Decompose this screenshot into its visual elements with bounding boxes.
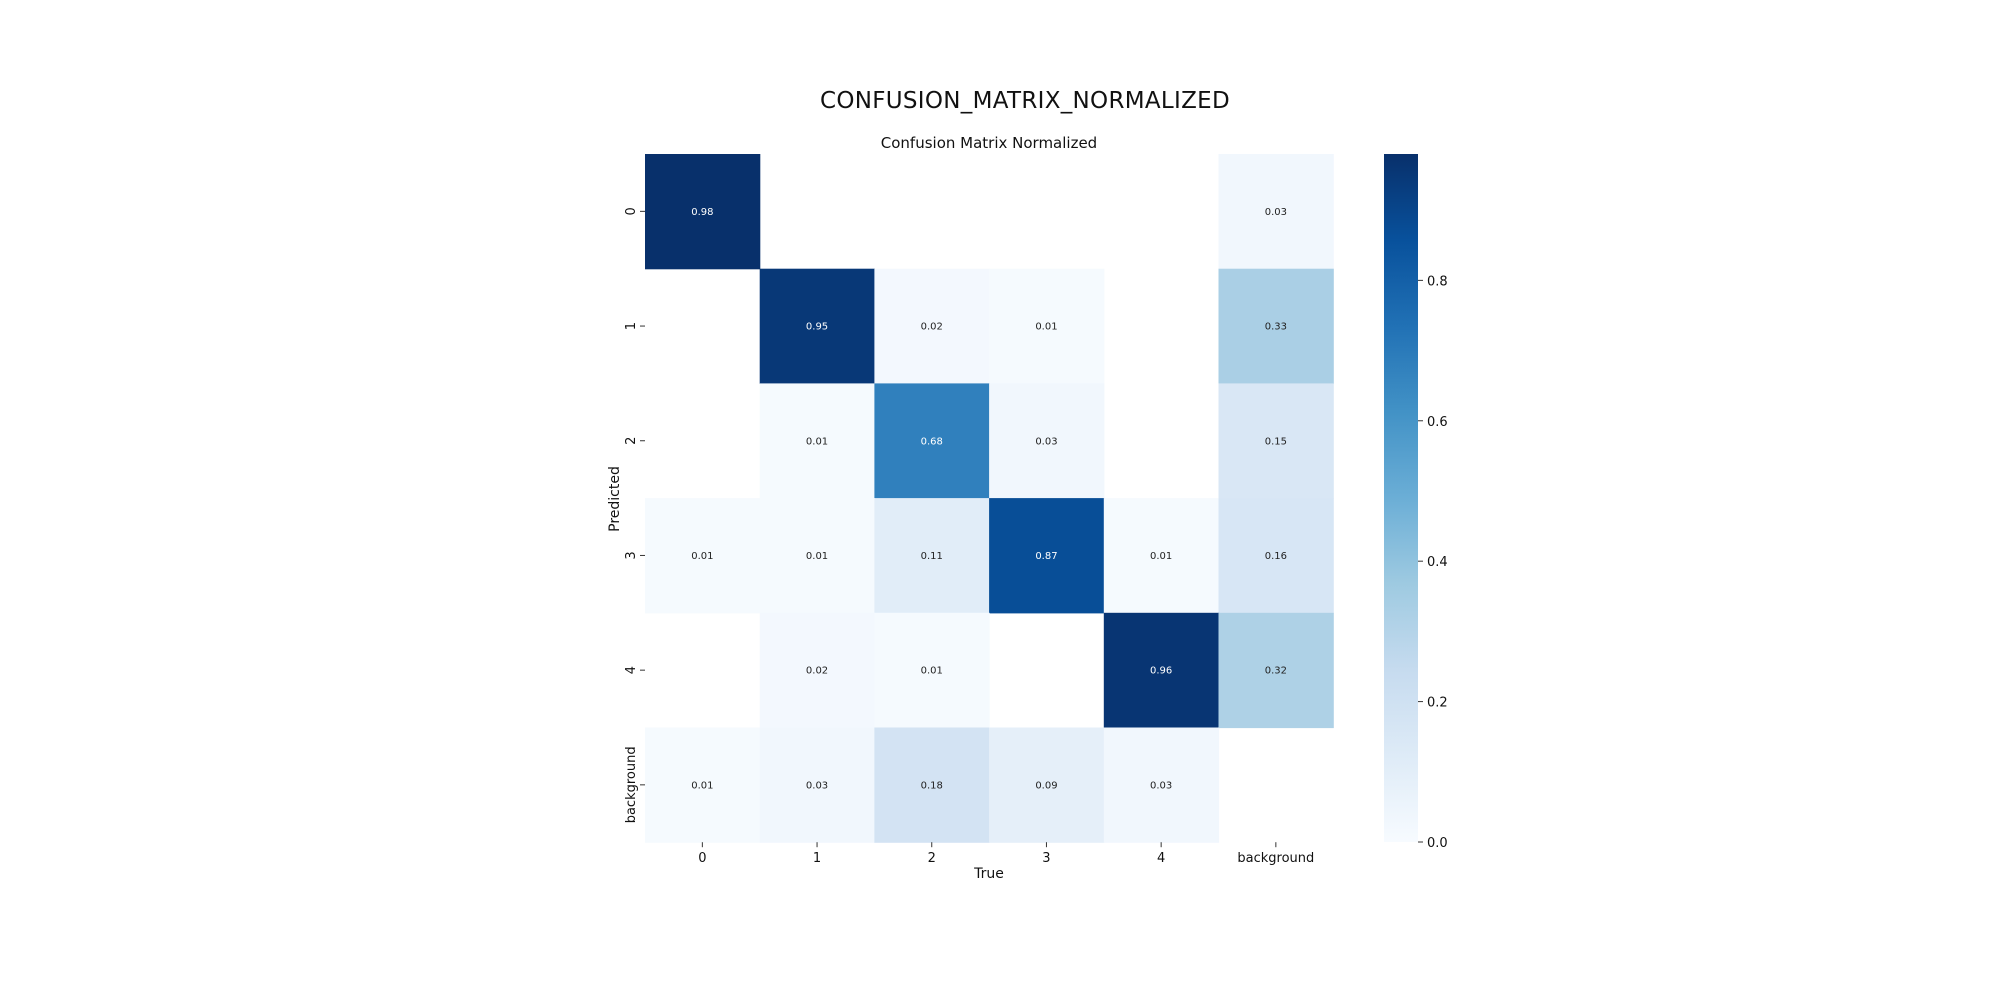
cell-value-label: 0.98 xyxy=(691,207,713,218)
heatmap-cell xyxy=(759,383,875,499)
x-tick-label: 0 xyxy=(698,851,706,866)
x-tick-label: background xyxy=(1237,851,1314,866)
y-tick-label: 4 xyxy=(624,666,639,674)
x-axis-label: True xyxy=(973,866,1004,882)
heatmap-cell xyxy=(989,498,1105,614)
cell-value-label: 0.01 xyxy=(691,780,713,791)
colorbar-ticks: 0.0 0.2 0.4 0.6 0.8 xyxy=(1418,274,1448,851)
y-tick-label: 3 xyxy=(624,551,639,559)
cell-value-label: 0.09 xyxy=(1035,780,1057,791)
heatmap-cell xyxy=(1103,612,1220,729)
cell-value-label: 0.01 xyxy=(691,551,713,562)
colorbar xyxy=(1384,154,1418,842)
cell-value-label: 0.33 xyxy=(1265,322,1287,333)
cell-value-label: 0.87 xyxy=(1035,551,1057,562)
heatmap-cell xyxy=(874,727,990,843)
y-tick-label: 2 xyxy=(624,437,639,445)
heatmap-cell xyxy=(1103,727,1220,843)
colorbar-tick-label: 0.8 xyxy=(1427,274,1448,289)
y-tick-label: background xyxy=(624,746,639,823)
heatmap-cell xyxy=(989,727,1105,843)
cell-value-label: 0.03 xyxy=(1265,207,1287,218)
colorbar-tick-label: 0.4 xyxy=(1427,555,1448,570)
colorbar-tick-label: 0.0 xyxy=(1427,836,1448,851)
y-tick-label: 1 xyxy=(624,322,639,330)
y-axis-label: Predicted xyxy=(607,466,623,532)
heatmap-cell xyxy=(1218,268,1334,384)
colorbar-tick-label: 0.6 xyxy=(1427,415,1448,430)
heatmap-cell xyxy=(645,154,761,270)
heatmap-cell xyxy=(645,498,761,614)
cell-value-label: 0.95 xyxy=(806,322,828,333)
heatmap-cell xyxy=(759,727,875,843)
page-title: CONFUSION_MATRIX_NORMALIZED xyxy=(819,88,1231,114)
cell-value-label: 0.01 xyxy=(806,436,828,447)
heatmap-cell xyxy=(874,612,990,729)
heatmap-cell xyxy=(874,498,990,614)
x-axis-ticks: 0 1 2 3 4 background xyxy=(698,842,1314,866)
heatmap-cell xyxy=(759,268,875,384)
heatmap-cell xyxy=(1103,498,1220,614)
cell-value-label: 0.32 xyxy=(1265,666,1287,677)
x-tick-label: 4 xyxy=(1157,851,1165,866)
cell-value-label: 0.03 xyxy=(1035,436,1057,447)
colorbar-tick-label: 0.2 xyxy=(1427,696,1448,711)
heatmap-cell xyxy=(645,727,761,843)
heatmap-cell xyxy=(989,383,1105,499)
x-tick-label: 1 xyxy=(813,851,821,866)
heatmap-cell xyxy=(989,268,1105,384)
y-tick-label: 0 xyxy=(624,207,639,215)
cell-value-label: 0.02 xyxy=(921,322,943,333)
cell-value-label: 0.01 xyxy=(921,666,943,677)
heatmap-cells: 0.98 0.03 0.95 0.02 0.01 0.33 0.01 0.68 0.03 0.15… xyxy=(645,154,1334,843)
cell-value-label: 0.11 xyxy=(921,551,943,562)
heatmap-cell xyxy=(874,383,990,499)
heatmap-cell xyxy=(874,268,990,384)
cell-value-label: 0.01 xyxy=(1035,322,1057,333)
heatmap-cell xyxy=(759,498,875,614)
cell-value-label: 0.15 xyxy=(1265,436,1287,447)
cell-value-label: 0.01 xyxy=(806,551,828,562)
cell-value-label: 0.68 xyxy=(921,436,943,447)
x-tick-label: 3 xyxy=(1042,851,1050,866)
x-tick-label: 2 xyxy=(928,851,936,866)
heatmap-cell xyxy=(1218,612,1334,729)
chart-title: Confusion Matrix Normalized xyxy=(881,134,1097,152)
cell-value-label: 0.03 xyxy=(1150,780,1172,791)
cell-value-label: 0.01 xyxy=(1150,551,1172,562)
cell-value-label: 0.18 xyxy=(921,780,943,791)
cell-value-label: 0.02 xyxy=(806,666,828,677)
heatmap-cell xyxy=(1218,383,1334,499)
heatmap-cell xyxy=(1218,498,1334,614)
cell-value-label: 0.03 xyxy=(806,780,828,791)
heatmap-cell xyxy=(1218,154,1334,270)
heatmap-cell xyxy=(759,612,875,729)
cell-value-label: 0.96 xyxy=(1150,666,1172,677)
cell-value-label: 0.16 xyxy=(1265,551,1287,562)
y-axis-ticks: 0 1 2 3 4 background xyxy=(624,207,645,823)
